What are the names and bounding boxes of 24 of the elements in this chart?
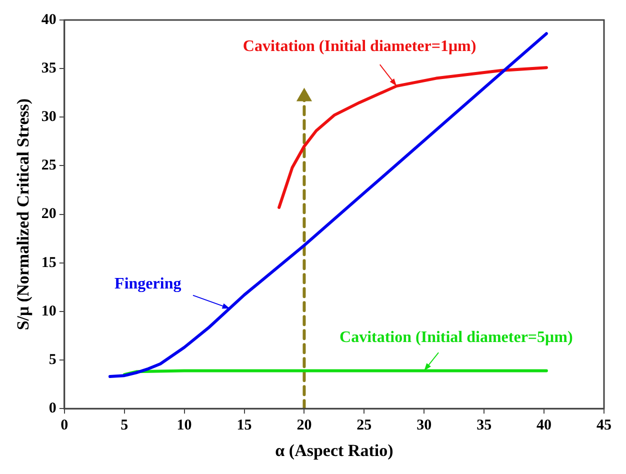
- x-tick-label: 15: [236, 417, 252, 434]
- y-tick-label: 40: [41, 12, 56, 28]
- x-tick-label: 0: [60, 417, 68, 434]
- x-axis-title: α (Aspect Ratio): [275, 441, 394, 460]
- annotation: Cavitation (Initial diameter=1μm): [242, 38, 476, 56]
- y-tick-label: 35: [41, 60, 56, 76]
- x-tick-label: 40: [536, 417, 552, 434]
- y-tick-label: 5: [48, 352, 56, 368]
- x-tick-label: 20: [296, 417, 312, 434]
- x-tick-label: 10: [176, 417, 192, 434]
- y-tick-label: 30: [41, 109, 56, 126]
- y-tick-label: 20: [41, 206, 56, 222]
- y-tick-label: 25: [41, 158, 56, 174]
- x-tick-label: 35: [476, 417, 492, 434]
- y-axis-title: S/μ (Normalized Critical Stress): [14, 98, 33, 330]
- y-tick-label: 0: [48, 400, 56, 416]
- x-tick-label: 25: [356, 417, 372, 434]
- x-tick-label: 45: [596, 417, 612, 434]
- x-tick-label: 30: [416, 417, 432, 434]
- y-tick-label: 15: [41, 254, 56, 271]
- y-tick-label: 10: [41, 303, 56, 320]
- x-tick-label: 5: [120, 417, 128, 434]
- annotation: Fingering: [114, 276, 182, 293]
- annotation: Cavitation (Initial diameter=5μm): [340, 328, 573, 346]
